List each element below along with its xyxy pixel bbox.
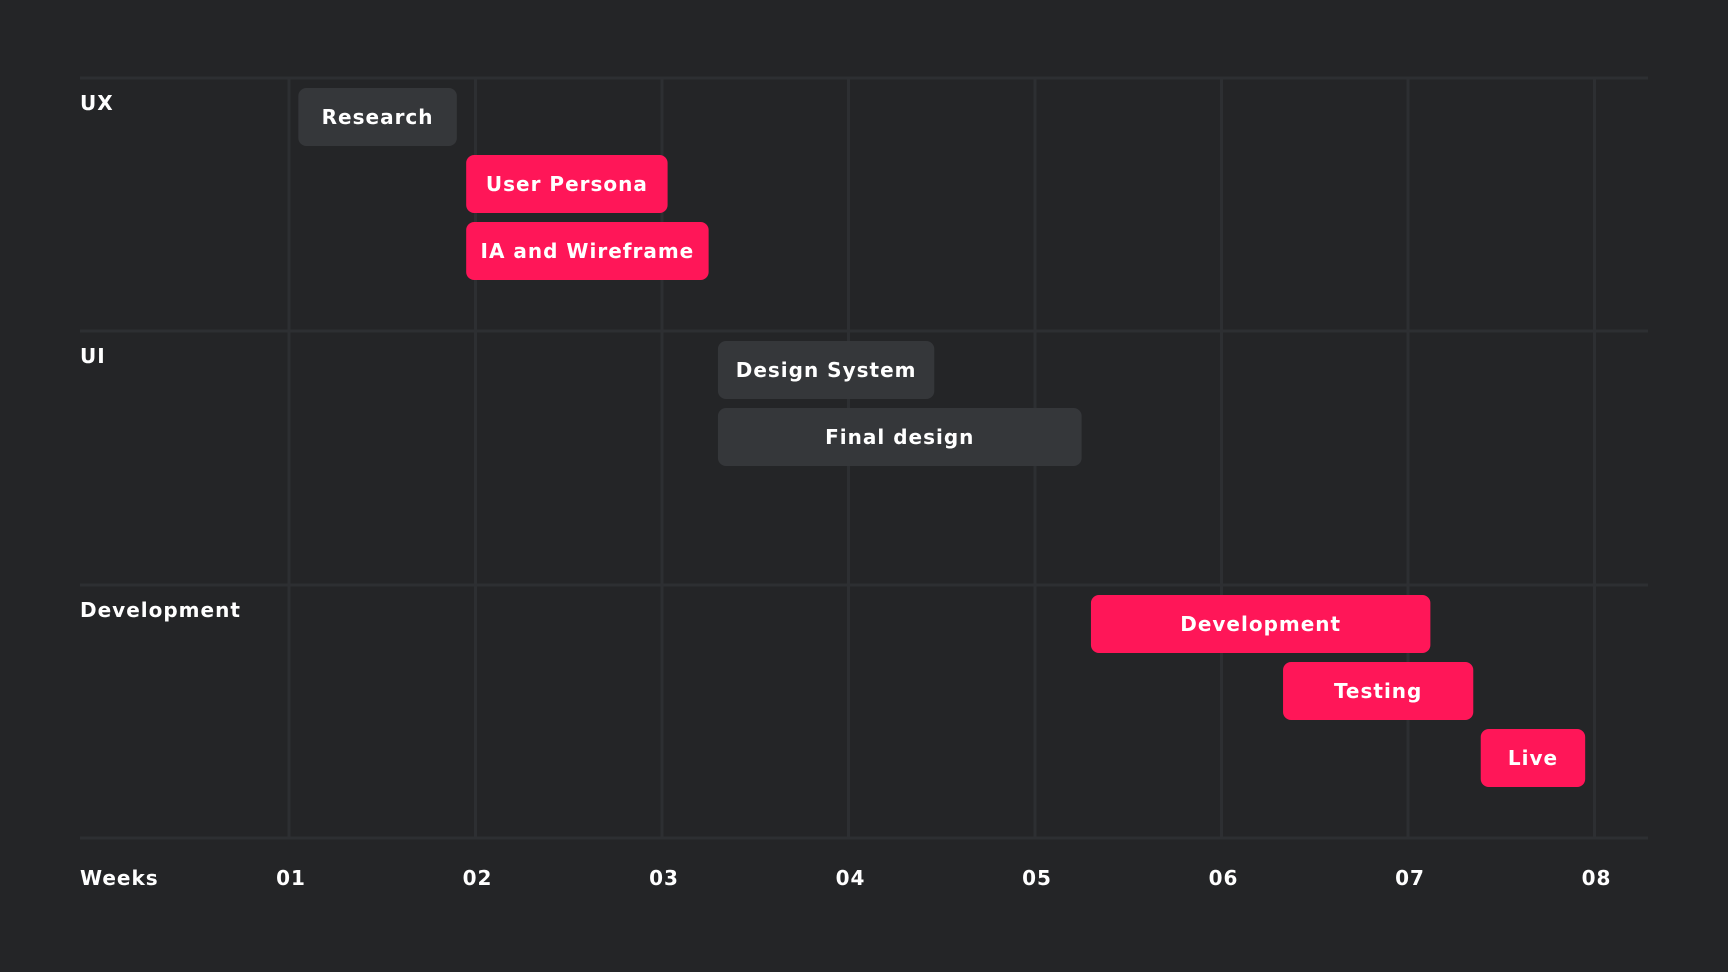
group-labels: UX UI Development: [80, 91, 241, 622]
task-bar-label: IA and Wireframe: [481, 239, 695, 263]
task-bar-label: Testing: [1334, 679, 1422, 703]
task-bar-label: Research: [322, 105, 434, 129]
task-bar[interactable]: Research: [298, 88, 457, 146]
group-label: UX: [80, 91, 114, 115]
x-tick-label: 06: [1209, 866, 1239, 890]
task-bar-label: Design System: [736, 358, 917, 382]
x-tick-label: 08: [1582, 866, 1612, 890]
x-tick-label: 03: [649, 866, 679, 890]
task-bar[interactable]: IA and Wireframe: [466, 222, 709, 280]
task-bars: Research User Persona IA and Wireframe Desi…: [298, 88, 1586, 787]
x-tick-label: 07: [1395, 866, 1425, 890]
task-bar-rect: [1480, 729, 1586, 787]
group-label: UI: [80, 344, 106, 368]
x-tick-label: 02: [463, 866, 493, 890]
task-bar[interactable]: Live: [1480, 729, 1586, 787]
task-bar-rect: [1283, 662, 1474, 720]
task-bar-rect: [717, 408, 1082, 466]
task-bar[interactable]: Testing: [1283, 662, 1474, 720]
task-bar-rect: [717, 341, 935, 399]
task-bar-label: Final design: [825, 425, 974, 449]
task-bar[interactable]: Development: [1090, 595, 1431, 653]
group-label: Development: [80, 598, 241, 622]
task-bar-rect: [466, 222, 709, 280]
task-bar-rect: [1090, 595, 1431, 653]
task-bar[interactable]: User Persona: [466, 155, 668, 213]
task-bar-rect: [466, 155, 668, 213]
x-axis-label: Weeks: [80, 866, 159, 890]
task-bar-label: User Persona: [486, 172, 648, 196]
task-bar-rect: [298, 88, 457, 146]
task-bar[interactable]: Final design: [717, 408, 1082, 466]
x-tick-label: 04: [836, 866, 866, 890]
task-bar-label: Live: [1508, 746, 1558, 770]
x-tick-label: 01: [276, 866, 306, 890]
task-bar-label: Development: [1180, 612, 1341, 636]
x-axis: Weeks 01 02 03 04 05 06 07 08: [80, 866, 1612, 890]
x-tick-label: 05: [1022, 866, 1052, 890]
task-bar[interactable]: Design System: [717, 341, 935, 399]
